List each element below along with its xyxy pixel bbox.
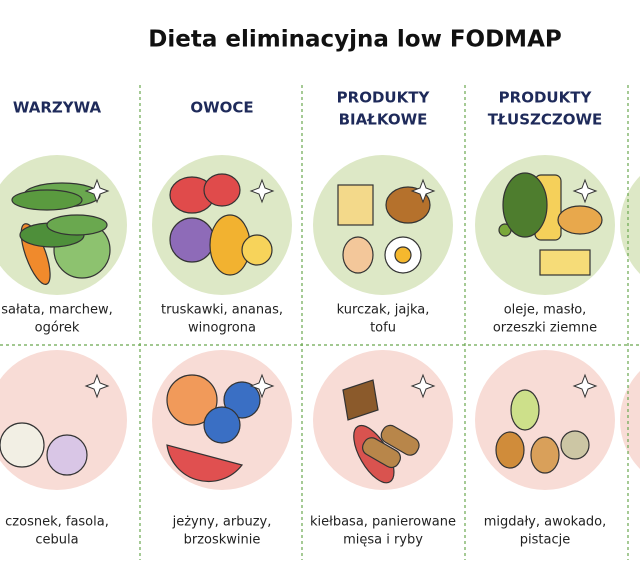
food-illustration <box>166 373 275 483</box>
caption: czosnek, fasola, <box>5 515 109 530</box>
caption: pistacje <box>520 533 570 548</box>
column-header: WARZYWA <box>13 99 102 117</box>
food-shape <box>11 189 83 211</box>
food-shape <box>46 434 88 476</box>
title: Dieta eliminacyjna low FODMAP <box>148 27 561 53</box>
cut-circle <box>620 371 640 469</box>
caption: kiełbasa, panierowane <box>310 515 456 530</box>
food-shape <box>0 422 45 468</box>
sparkle <box>572 373 598 399</box>
caption: kurczak, jajka, <box>337 303 430 318</box>
sparkle <box>84 178 110 204</box>
food-illustration <box>169 173 275 276</box>
sparkle <box>572 178 598 204</box>
food-illustration <box>498 172 603 276</box>
column-header: TŁUSZCZOWE <box>488 111 603 129</box>
food-shape <box>539 249 591 276</box>
food-shape <box>557 205 603 235</box>
caption: ogórek <box>35 321 80 336</box>
column-header: BIAŁKOWE <box>339 111 428 129</box>
food-shape <box>394 246 412 264</box>
sparkle <box>249 178 275 204</box>
food-shape <box>385 186 431 224</box>
food-shape <box>337 184 374 226</box>
food-shape <box>342 379 379 421</box>
caption: oleje, masło, <box>504 303 587 318</box>
sparkle <box>249 373 275 399</box>
column-header: PRODUKTY <box>337 89 431 107</box>
food-shape <box>380 424 420 456</box>
food-shape <box>342 236 374 274</box>
caption: brzoskwinie <box>184 533 261 548</box>
caption: migdały, awokado, <box>484 515 607 530</box>
food-illustration <box>11 178 111 285</box>
caption: sałata, marchew, <box>1 303 113 318</box>
sparkle <box>410 178 436 204</box>
food-illustration <box>0 373 110 476</box>
food-shape <box>560 430 590 460</box>
food-shape <box>166 444 244 483</box>
caption: tofu <box>370 321 396 336</box>
food-shape <box>241 234 273 266</box>
caption: cebula <box>35 533 78 548</box>
food-illustration <box>342 373 436 484</box>
food-shape <box>223 381 261 419</box>
caption: truskawki, ananas, <box>161 303 283 318</box>
cut-circle <box>620 176 640 274</box>
food-shape <box>502 172 548 238</box>
caption: mięsa i ryby <box>343 533 423 548</box>
column-header: OWOCE <box>190 99 253 117</box>
sparkle <box>410 373 436 399</box>
food-shape <box>510 389 540 431</box>
caption: jeżyny, arbuzy, <box>172 515 272 530</box>
caption: orzeszki ziemne <box>493 321 597 336</box>
food-circle <box>313 155 453 295</box>
sparkle <box>84 373 110 399</box>
food-shape <box>166 374 218 426</box>
food-illustration <box>337 178 436 274</box>
food-shape <box>530 436 560 474</box>
food-shape <box>203 406 241 444</box>
column-header: PRODUKTY <box>499 89 593 107</box>
caption: winogrona <box>188 321 256 336</box>
food-shape <box>169 217 215 263</box>
food-illustration <box>495 373 598 474</box>
food-shape <box>203 173 241 207</box>
food-shape <box>361 437 401 469</box>
food-shape <box>46 214 108 236</box>
food-shape <box>495 431 525 469</box>
